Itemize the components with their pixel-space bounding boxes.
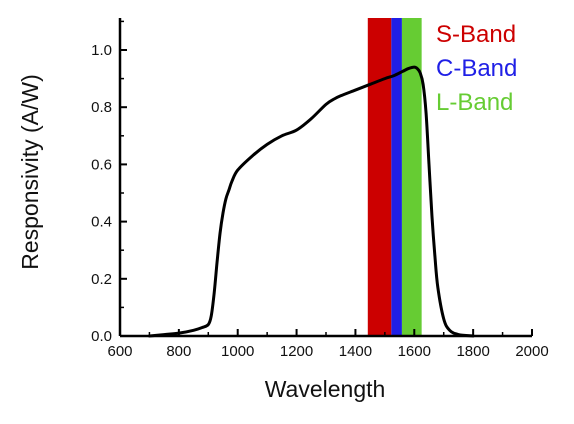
y-tick-label: 0.6 xyxy=(91,156,112,173)
x-tick-label: 1000 xyxy=(221,343,254,360)
x-tick-label: 1800 xyxy=(456,343,489,360)
band-l-band xyxy=(401,18,422,336)
curve-layer xyxy=(147,65,475,338)
x-tick-label: 2000 xyxy=(515,343,548,360)
x-tick-label: 1600 xyxy=(398,343,431,360)
legend-c-band: C-Band xyxy=(436,55,517,82)
legend-s-band: S-Band xyxy=(436,21,516,48)
y-tick-label: 0.4 xyxy=(91,214,112,231)
band-s-band xyxy=(367,18,392,336)
legend-layer: S-Band C-Band L-Band xyxy=(436,21,517,116)
legend-l-band: L-Band xyxy=(436,89,513,116)
band-c-band xyxy=(391,18,402,336)
bands-layer xyxy=(367,18,422,336)
ticks-layer: 600 800 1000 1200 1400 1600 1800 2000 0.0 0.2 0.4 0… xyxy=(91,20,549,360)
y-axis-title: Responsivity (A/W) xyxy=(17,74,43,270)
x-tick-label: 1400 xyxy=(339,343,372,360)
x-axis-title: Wavelength xyxy=(265,376,386,402)
responsivity-curve xyxy=(147,65,475,338)
x-tick-label: 800 xyxy=(166,343,191,360)
x-tick-label: 600 xyxy=(107,343,132,360)
y-tick-label: 0.2 xyxy=(91,271,112,288)
y-tick-label: 0.8 xyxy=(91,99,112,116)
y-tick-label: 0.0 xyxy=(91,328,112,345)
y-tick-label: 1.0 xyxy=(91,42,112,59)
x-tick-label: 1200 xyxy=(280,343,313,360)
